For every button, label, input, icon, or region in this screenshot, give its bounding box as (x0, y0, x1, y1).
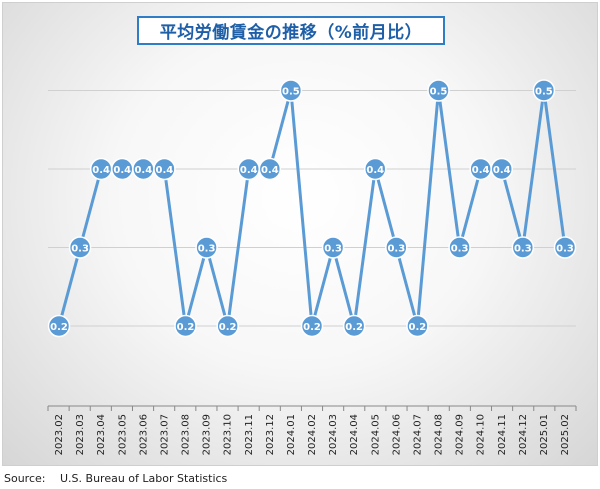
data-point (321, 236, 345, 259)
data-label: 0.3 (324, 244, 342, 255)
x-tick-label: 2023.07 (159, 414, 170, 455)
data-point (153, 157, 176, 181)
data-point (553, 236, 577, 259)
data-point (427, 79, 450, 102)
data-point (279, 79, 303, 102)
data-label: 0.2 (345, 322, 363, 333)
data-label: 0.2 (219, 322, 237, 333)
x-tick-label: 2023.10 (223, 414, 234, 455)
data-label: 0.4 (134, 165, 152, 176)
data-point (47, 314, 71, 338)
data-point (385, 236, 408, 259)
data-label: 0.5 (282, 87, 300, 98)
data-point (300, 314, 324, 338)
x-tick-label: 2024.07 (412, 414, 423, 455)
chart-title: 平均労働賃金の推移（%前月比） (137, 16, 445, 45)
data-label: 0.5 (535, 87, 553, 98)
data-point (342, 314, 366, 338)
source-note: Source: U.S. Bureau of Labor Statistics (4, 472, 227, 485)
data-point (448, 236, 471, 259)
data-point (364, 157, 387, 181)
x-tick-label: 2025.01 (539, 414, 550, 455)
data-point (532, 79, 556, 102)
source-text: U.S. Bureau of Labor Statistics (60, 472, 228, 485)
x-tick-label: 2023.09 (202, 414, 213, 455)
data-point (490, 157, 513, 181)
x-tick-label: 2024.04 (349, 414, 360, 455)
x-tick-label: 2024.06 (391, 414, 402, 455)
data-label: 0.4 (493, 165, 511, 176)
chart-panel (2, 2, 598, 466)
x-tick-label: 2023.11 (244, 414, 255, 455)
x-tick-label: 2024.03 (328, 414, 339, 455)
x-tick-label: 2024.05 (370, 414, 381, 455)
x-tick-label: 2023.12 (265, 414, 276, 455)
data-label: 0.2 (177, 322, 195, 333)
x-tick-label: 2023.06 (138, 414, 149, 455)
data-point (258, 157, 282, 181)
data-label: 0.3 (514, 244, 532, 255)
x-tick-label: 2024.01 (286, 414, 297, 455)
x-tick-label: 2023.03 (75, 414, 86, 455)
data-point (195, 236, 218, 259)
x-tick-label: 2023.02 (54, 414, 65, 455)
data-label: 0.3 (71, 244, 89, 255)
data-point (511, 236, 535, 259)
data-label: 0.2 (409, 322, 427, 333)
series-line (57, 89, 567, 328)
data-label: 0.3 (198, 244, 216, 255)
data-label: 0.3 (556, 244, 574, 255)
x-tick-label: 2023.05 (117, 414, 128, 455)
source-label: Source: (4, 472, 46, 485)
data-label: 0.4 (113, 165, 131, 176)
data-label: 0.4 (261, 165, 279, 176)
x-tick-label: 2024.02 (307, 414, 318, 455)
data-point (68, 236, 92, 259)
data-label: 0.4 (92, 165, 110, 176)
data-label: 0.3 (387, 244, 405, 255)
x-tick-label: 2023.08 (181, 414, 192, 455)
x-tick-label: 2024.12 (518, 414, 529, 455)
x-tick-label: 2024.10 (476, 414, 487, 455)
data-label: 0.3 (451, 244, 469, 255)
line-chart: 2023.02 2023.03 2023.04 2023.05 2023.06 2023.… (47, 79, 577, 455)
data-label: 0.2 (303, 322, 321, 333)
data-label: 0.2 (50, 322, 68, 333)
x-tick-label: 2025.02 (560, 414, 571, 455)
data-point (216, 314, 239, 338)
data-label: 0.4 (240, 165, 258, 176)
x-tick-label: 2024.11 (497, 414, 508, 455)
data-label: 0.5 (430, 87, 448, 98)
data-label: 0.4 (366, 165, 384, 176)
x-tick-label: 2023.04 (96, 414, 107, 455)
data-label: 0.4 (156, 165, 174, 176)
x-tick-label: 2024.08 (434, 414, 445, 455)
data-point (174, 314, 197, 338)
data-label: 0.4 (472, 165, 490, 176)
data-point (406, 314, 429, 338)
x-tick-label: 2024.09 (455, 414, 466, 455)
